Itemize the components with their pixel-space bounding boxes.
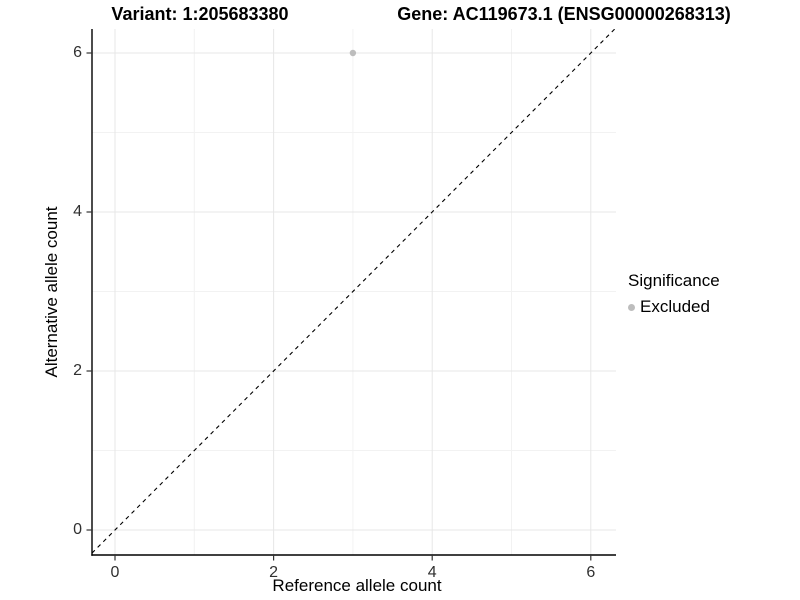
y-tick-label: 6 [73,44,82,61]
variant-title: Variant: 1:205683380 [111,4,289,24]
legend-point-icon [628,303,635,311]
legend-title: Significance [628,271,720,290]
gene-title: Gene: AC119673.1 (ENSG00000268313) [397,4,731,24]
y-tick-label: 4 [73,203,82,220]
x-tick-label: 0 [110,564,120,581]
data-point [349,49,357,57]
x-tick-label: 2 [269,564,279,581]
legend: Significance Excluded [628,271,720,317]
x-tick-label: 6 [586,564,596,581]
legend-item-label: Excluded [640,297,710,316]
y-tick-label: 0 [73,521,82,538]
legend-item-excluded: Excluded [628,297,720,317]
identity-dashed-line [92,29,616,554]
x-axis-title: Reference allele count [272,576,442,595]
y-tick-label: 2 [73,362,82,379]
x-tick-label: 4 [427,564,437,581]
y-axis-title: Alternative allele count [42,206,61,378]
